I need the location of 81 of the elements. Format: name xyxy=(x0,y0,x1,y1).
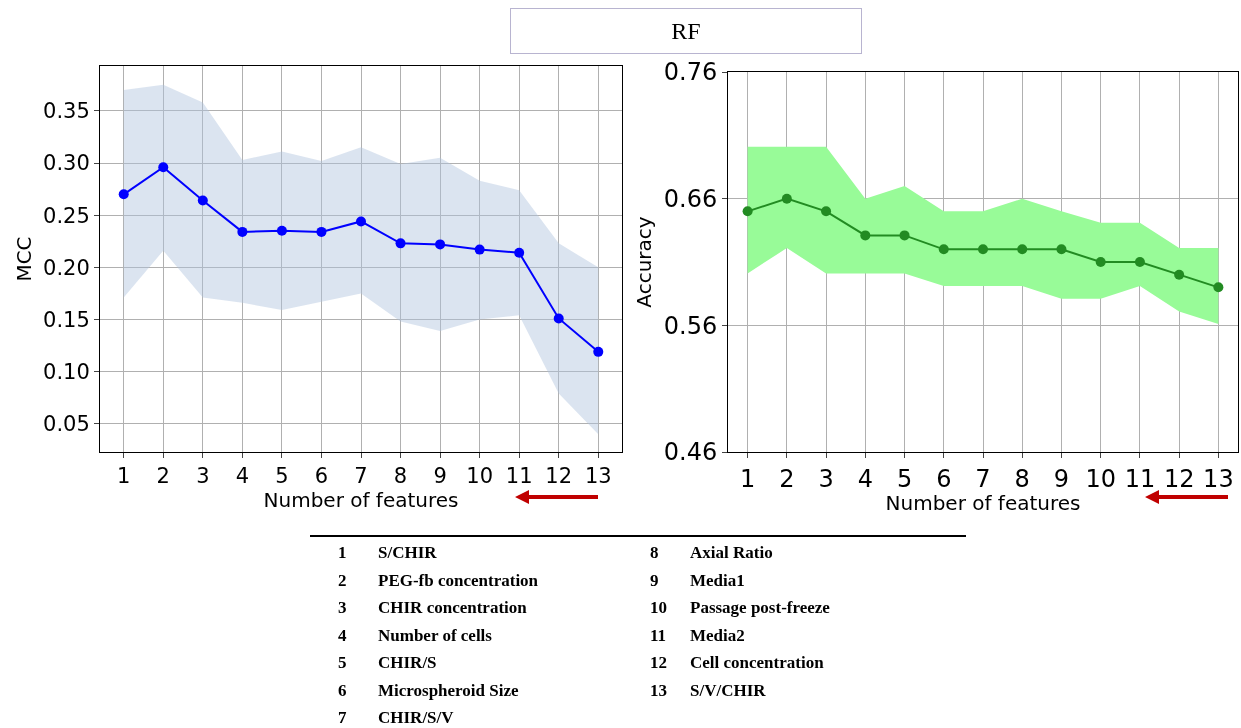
x-tick-label: 3 xyxy=(196,464,210,489)
x-tick-label: 9 xyxy=(433,464,447,489)
y-tick-label: 0.46 xyxy=(663,438,718,467)
point xyxy=(316,226,327,237)
x-tick-label: 3 xyxy=(818,464,834,493)
y-axis-title: MCC xyxy=(11,236,36,282)
x-tick-label: 2 xyxy=(779,464,795,493)
y-tick-label: 0.05 xyxy=(43,412,90,437)
x-tick-label: 7 xyxy=(354,464,368,489)
y-tick-label: 0.35 xyxy=(43,99,90,124)
x-tick-label: 11 xyxy=(505,464,533,489)
x-tick-label: 4 xyxy=(235,464,250,489)
x-tick-label: 6 xyxy=(936,464,952,493)
text: 10 Passage post-freeze xyxy=(650,598,830,618)
x-tick-label: 1 xyxy=(117,464,131,489)
text: 12 Cell concentration xyxy=(650,653,824,673)
y-tick-label: 0.30 xyxy=(43,151,90,176)
point xyxy=(237,226,248,237)
point xyxy=(1213,282,1224,293)
point xyxy=(276,225,287,236)
point xyxy=(395,238,406,249)
x-tick-label: 1 xyxy=(739,464,756,493)
text: 11 Media2 xyxy=(650,625,745,646)
text: 1 S/CHIR xyxy=(338,543,437,563)
y-tick-label: 0.20 xyxy=(43,255,90,280)
y-tick-label: 0.56 xyxy=(663,311,718,340)
x-tick-label: 8 xyxy=(1014,464,1030,493)
text: 2 PEG-fb concentration xyxy=(338,570,539,591)
point xyxy=(1174,269,1185,280)
y-tick-label: 0.25 xyxy=(43,203,90,228)
x-tick-label: 13 xyxy=(1203,464,1234,493)
y-tick-label: 0.66 xyxy=(663,185,718,214)
x-tick-label: 8 xyxy=(393,464,408,489)
x-tick-label: 6 xyxy=(314,464,329,489)
x-tick-label: 2 xyxy=(156,464,170,489)
point xyxy=(860,230,871,241)
x-tick-label: 4 xyxy=(857,464,873,493)
point xyxy=(821,206,832,217)
point xyxy=(938,244,949,255)
point xyxy=(978,244,988,255)
y-tick-label: 0.15 xyxy=(43,307,90,332)
point xyxy=(158,162,169,173)
y-tick-label: 0.10 xyxy=(43,360,90,385)
text: 7 CHIR/S/V xyxy=(338,708,454,728)
text: 3 CHIR concentration xyxy=(338,598,527,618)
point xyxy=(474,244,485,255)
x-tick-label: 7 xyxy=(975,464,991,493)
point xyxy=(1017,244,1028,255)
x-tick-label: 12 xyxy=(1163,464,1195,493)
point xyxy=(593,346,604,357)
x-tick-label: 11 xyxy=(1124,464,1156,493)
x-axis-title: Number of features xyxy=(885,491,1081,515)
point xyxy=(514,247,525,258)
text: RF xyxy=(510,8,862,54)
y-tick-label: 0.76 xyxy=(663,58,718,87)
x-tick-label: 10 xyxy=(1085,464,1116,493)
text: 8 Axial Ratio xyxy=(650,543,773,563)
point xyxy=(435,239,446,250)
point xyxy=(197,195,208,206)
x-tick-label: 5 xyxy=(896,464,913,493)
point xyxy=(781,193,792,204)
x-tick-label: 10 xyxy=(466,464,494,489)
text: 13 S/V/CHIR xyxy=(650,680,766,701)
point xyxy=(356,216,366,227)
text: 5 CHIR/S xyxy=(338,653,437,673)
x-tick-label: 13 xyxy=(584,464,612,489)
point xyxy=(1095,257,1106,267)
point xyxy=(1056,244,1067,255)
point xyxy=(118,189,129,200)
point xyxy=(553,313,564,324)
text: 9 Media1 xyxy=(650,570,745,591)
point xyxy=(1134,257,1145,267)
text: 4 Number of cells xyxy=(338,625,492,646)
x-tick-label: 9 xyxy=(1053,464,1070,493)
x-tick-label: 5 xyxy=(275,464,289,489)
text: 6 Microspheroid Size xyxy=(338,680,519,701)
y-axis-title: Accuracy xyxy=(632,216,657,308)
point xyxy=(899,230,910,241)
x-tick-label: 12 xyxy=(545,464,573,489)
x-axis-title: Number of features xyxy=(263,488,459,513)
point xyxy=(742,206,753,217)
